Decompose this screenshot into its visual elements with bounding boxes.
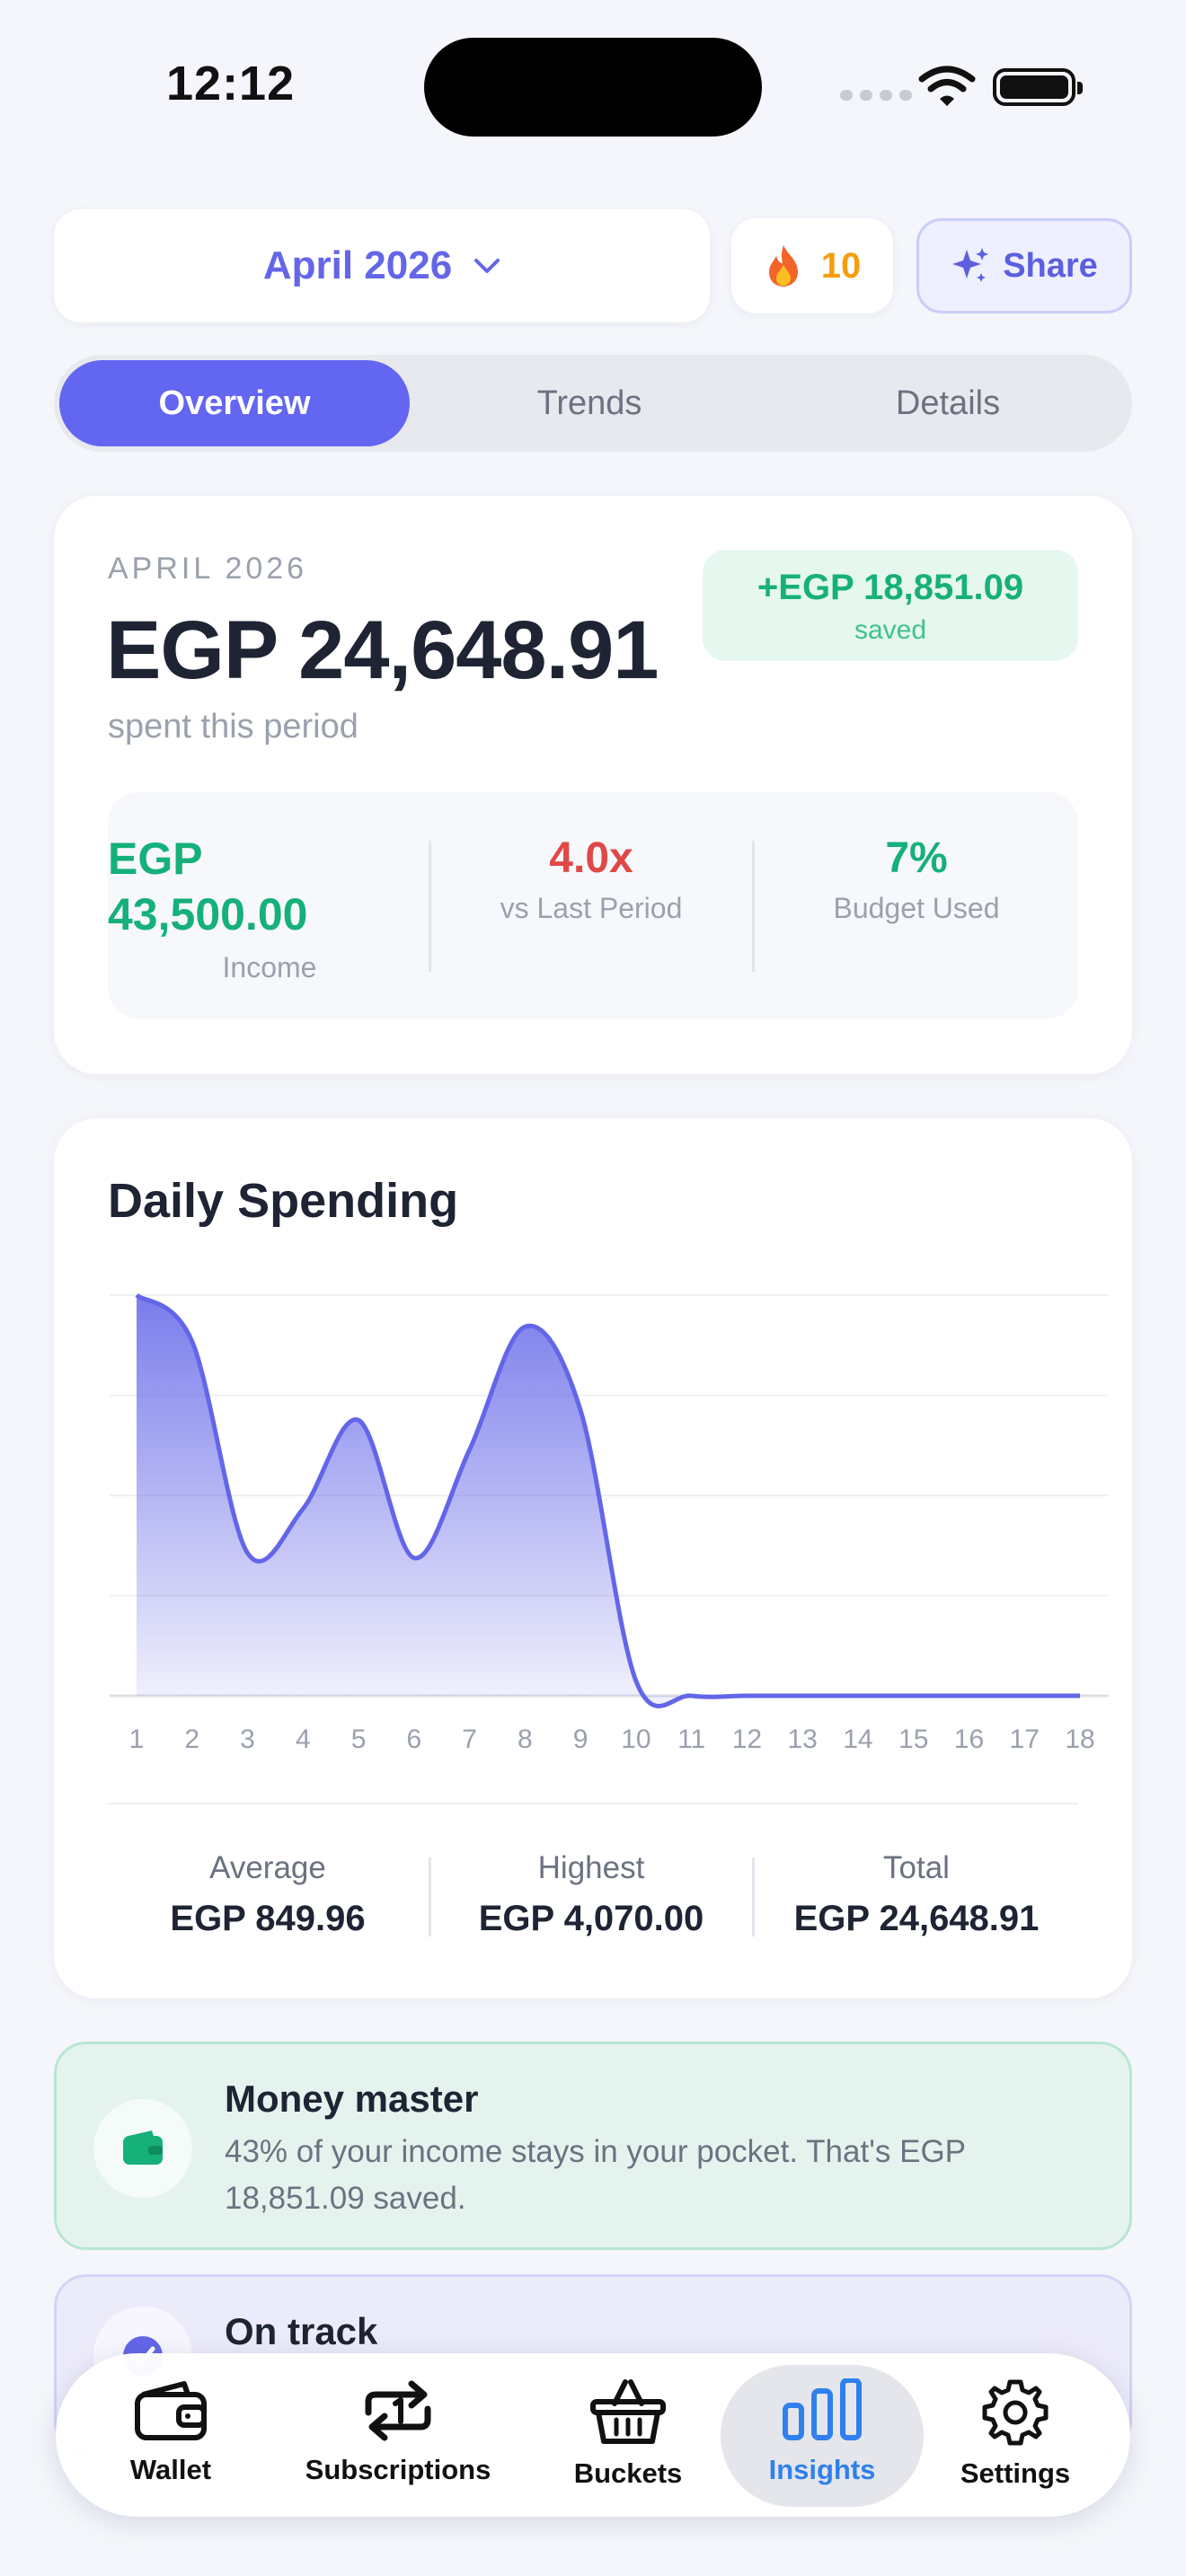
x-tick-label: 17 [1010, 1725, 1040, 1754]
budget-label: Budget Used [833, 892, 1000, 924]
highest-stat: Highest EGP 4,070.00 [429, 1850, 753, 1939]
x-tick-label: 7 [462, 1725, 477, 1754]
insight-title: Money master [225, 2078, 479, 2120]
sparkle-icon [952, 248, 989, 282]
tab-wallet[interactable]: Wallet [67, 2378, 274, 2486]
highest-label: Highest [537, 1850, 645, 1885]
streak-badge[interactable]: 10 [731, 218, 893, 313]
saved-badge: +EGP 18,851.09 saved [703, 550, 1078, 661]
income-stat: EGP 43,500.00 Income [108, 831, 431, 984]
x-tick-label: 5 [351, 1725, 367, 1754]
vs-label: vs Last Period [500, 892, 683, 924]
average-value: EGP 849.96 [170, 1899, 366, 1938]
x-tick-label: 10 [621, 1725, 651, 1754]
budget-used-stat: 7% Budget Used [755, 834, 1078, 925]
basket-icon [590, 2379, 666, 2444]
tab-details[interactable]: Details [895, 384, 1001, 422]
stat-divider [429, 841, 431, 972]
battery-icon [993, 68, 1083, 106]
status-time: 12:12 [166, 57, 296, 110]
share-button[interactable]: Share [916, 218, 1132, 313]
daily-spending-chart[interactable]: 1 2 3 4 5 6 7 8 9 10 11 12 13 14 15 16 17 18 [54, 1275, 1132, 1760]
average-label: Average [209, 1850, 326, 1885]
period-label: APRIL 2026 [108, 551, 308, 586]
share-label: Share [1003, 246, 1098, 285]
stat-divider [752, 841, 755, 972]
wifi-icon [918, 66, 976, 106]
wallet-icon [93, 2099, 192, 2198]
cellular-signal-icon [840, 90, 912, 101]
x-tick-label: 16 [954, 1725, 984, 1754]
view-tabs: Overview Trends Details [54, 355, 1132, 452]
fire-icon [768, 245, 798, 287]
wallet-icon [135, 2381, 207, 2440]
x-tick-label: 1 [129, 1725, 145, 1754]
spent-amount: EGP 24,648.91 [106, 604, 659, 696]
stat-divider [429, 1857, 431, 1936]
x-tick-label: 8 [518, 1725, 533, 1754]
total-value: EGP 24,648.91 [793, 1899, 1040, 1938]
tab-bar [56, 2353, 1130, 2517]
streak-count: 10 [820, 245, 862, 286]
chart-title: Daily Spending [108, 1174, 459, 1228]
x-tick-label: 2 [184, 1725, 199, 1754]
x-tick-label: 15 [898, 1725, 928, 1754]
tab-overview[interactable]: Overview [59, 360, 410, 446]
budget-value: 7% [885, 834, 948, 882]
x-tick-label: 3 [240, 1725, 255, 1754]
vs-last-period-stat: 4.0x vs Last Period [429, 834, 753, 925]
tab-buckets[interactable]: Buckets [525, 2378, 731, 2490]
tab-trends[interactable]: Trends [536, 384, 642, 422]
insight-text: 43% of your income stays in your pocket.… [225, 2134, 966, 2216]
gear-icon [982, 2379, 1049, 2446]
chart-series-line [135, 1292, 1080, 1708]
x-tick-label: 14 [843, 1725, 872, 1754]
x-tick-label: 12 [732, 1725, 762, 1754]
tab-subscriptions[interactable]: Subscriptions [295, 2378, 501, 2486]
month-label: April 2026 [262, 243, 453, 287]
x-tick-label: 11 [677, 1725, 705, 1754]
insight-title: On track [225, 2310, 378, 2352]
stat-divider [752, 1857, 755, 1936]
total-stat: Total EGP 24,648.91 [755, 1850, 1078, 1939]
divider [108, 1803, 1078, 1804]
income-value: EGP 43,500.00 [108, 834, 308, 940]
dynamic-island [424, 38, 762, 137]
tab-insights[interactable]: Insights [719, 2378, 925, 2486]
average-stat: Average EGP 849.96 [106, 1850, 429, 1939]
x-tick-label: 18 [1065, 1725, 1094, 1754]
x-tick-label: 9 [573, 1725, 589, 1754]
saved-amount: +EGP 18,851.09 [757, 568, 1024, 607]
chevron-down-icon [474, 259, 500, 273]
tab-settings[interactable]: Settings [912, 2378, 1119, 2490]
income-label: Income [222, 951, 317, 984]
bar-chart-icon [783, 2378, 862, 2440]
highest-value: EGP 4,070.00 [478, 1899, 704, 1938]
month-selector[interactable]: April 2026 [54, 209, 710, 322]
chart-area [137, 1295, 1080, 1707]
repeat-icon [365, 2380, 431, 2441]
insight-card-money-master[interactable] [54, 2042, 1132, 2250]
vs-value: 4.0x [549, 834, 633, 882]
x-tick-label: 6 [406, 1725, 421, 1754]
x-tick-label: 13 [787, 1725, 817, 1754]
spent-caption: spent this period [108, 708, 358, 745]
total-label: Total [883, 1850, 950, 1885]
x-tick-label: 4 [296, 1725, 311, 1754]
stats-box [108, 792, 1078, 1019]
saved-label: saved [854, 615, 927, 645]
